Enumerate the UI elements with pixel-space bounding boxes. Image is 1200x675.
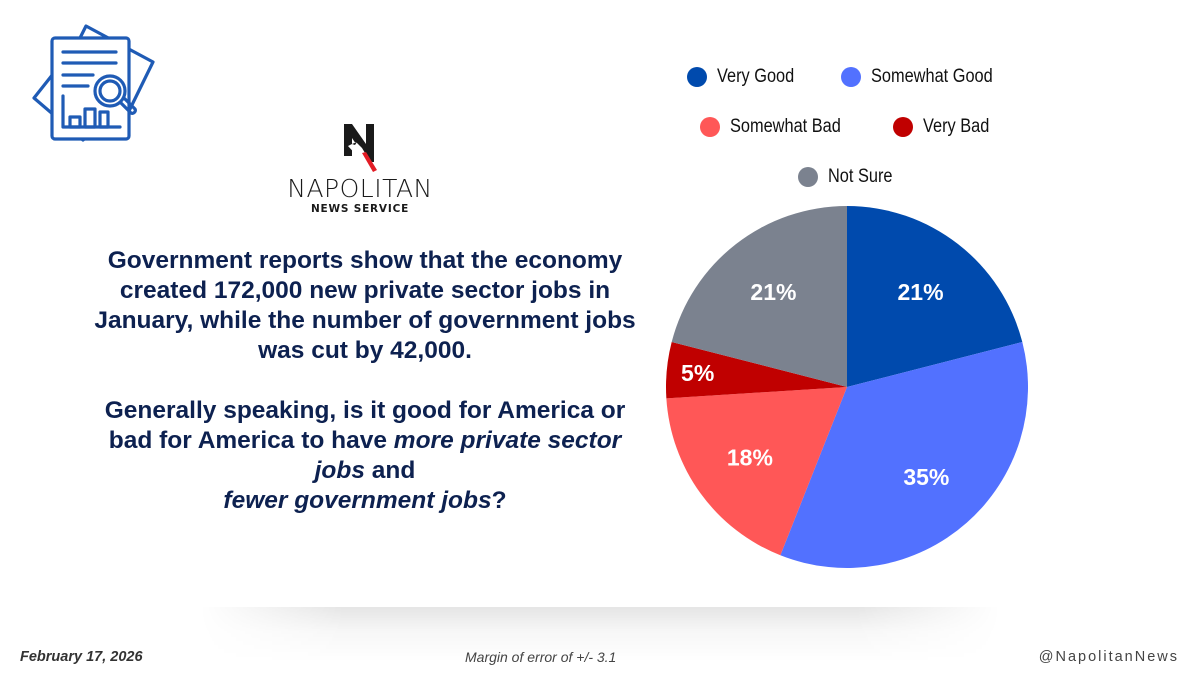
margin-of-error: Margin of error of +/- 3.1 [465,649,617,665]
legend-swatch [687,67,708,87]
pie-slice-somewhat-good [780,341,1028,568]
legend-swatch [892,117,913,137]
pie-slice-very-bad [666,341,847,399]
pie-slice-not-sure [671,206,847,387]
social-handle: @NapolitanNews [1038,649,1179,665]
napolitan-n-eagle-icon [344,124,377,172]
legend-label: Very Good [717,66,795,87]
legend-row: Not Sure [660,152,1040,202]
legend-item: Very Bad [892,116,1000,138]
report-magnifier-icon [32,24,155,142]
question-text-part1: Generally speaking, is it good for Ameri… [104,397,626,454]
question-emphasis-government: fewer government jobs [223,487,492,514]
legend-swatch [700,117,721,137]
legend-row: Somewhat Bad Very Bad [660,102,1040,152]
legend-item: Not Sure [797,166,903,188]
pie-slice-very-good [847,206,1023,387]
footer-shadow [200,607,1000,662]
legend-label: Not Sure [827,166,892,187]
question-text: Generally speaking, is it good for Ameri… [90,396,640,516]
legend-label: Very Bad [922,116,990,137]
napolitan-logo: NAPOLITAN NEWS SERVICE [270,122,450,216]
legend-label: Somewhat Good [871,66,993,87]
pie-slice-somewhat-bad [666,387,847,556]
legend-label: Somewhat Bad [730,116,841,137]
legend-item: Very Good [687,66,807,88]
poll-question: Government reports show that the economy… [90,246,640,516]
chart-legend: Very Good Somewhat Good Somewhat Bad Very B… [660,52,1040,202]
legend-row: Very Good Somewhat Good [660,52,1040,102]
poll-date: February 17, 2026 [20,649,143,665]
pie-data-label: 18% [727,445,773,471]
question-text-part2: and [365,457,416,484]
question-mark: ? [491,487,507,514]
pie-data-label: 21% [750,279,796,305]
brand-name: NAPOLITAN [287,174,433,203]
legend-swatch [841,67,862,87]
legend-swatch [797,167,818,187]
question-context: Government reports show that the economy… [94,247,636,364]
question-emphasis-private: more private sector jobs [314,427,622,484]
legend-item: Somewhat Bad [700,116,859,138]
pie-data-label: 35% [903,464,949,490]
pie-data-label: 21% [898,279,944,305]
legend-item: Somewhat Good [841,66,1013,88]
pie-data-label: 5% [681,360,714,386]
brand-subtitle: NEWS SERVICE [310,203,410,215]
